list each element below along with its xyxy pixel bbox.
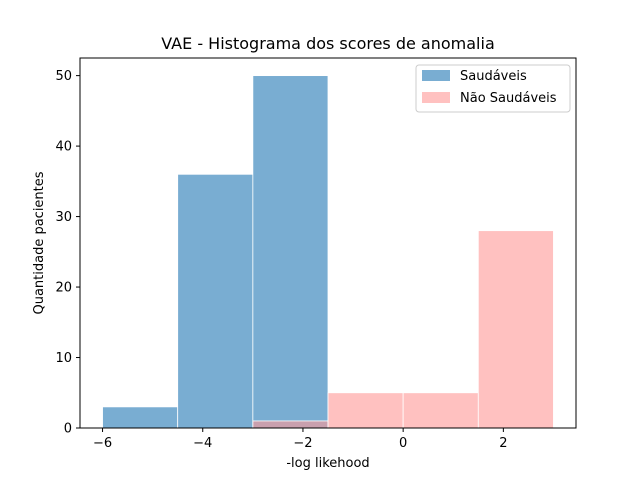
- x-tick-label: 0: [399, 436, 407, 451]
- x-tick-label: 2: [499, 436, 507, 451]
- legend-swatch-0: [422, 70, 450, 81]
- bar-series-0-bin-0: [102, 406, 179, 429]
- legend-label-0: Saudáveis: [460, 69, 527, 84]
- chart-title: VAE - Histograma dos scores de anomalia: [161, 34, 495, 53]
- legend-swatch-1: [422, 92, 450, 103]
- y-axis-label: Quantidade pacientes: [32, 171, 47, 314]
- bar-series-1-bin-2: [252, 420, 329, 429]
- plot-frame: [79, 57, 577, 429]
- y-tick-label: 0: [64, 422, 72, 437]
- x-axis-ticks: −6 −4 −2 0 2: [93, 428, 507, 451]
- bar-series-0-bin-2: [252, 75, 329, 429]
- y-tick-label: 20: [55, 281, 72, 296]
- y-tick-label: 50: [55, 69, 72, 84]
- bar-series-1-bin-4: [402, 392, 479, 429]
- y-tick-label: 10: [55, 351, 72, 366]
- legend-box: [415, 64, 571, 113]
- x-axis-label: -log likehood: [286, 456, 369, 471]
- bar-series-0-bin-1: [177, 173, 254, 429]
- legend-label-1: Não Saudáveis: [460, 91, 557, 106]
- legend: Saudáveis Não Saudáveis: [415, 64, 571, 113]
- x-tick-label: −4: [193, 436, 212, 451]
- y-tick-label: 40: [55, 140, 72, 155]
- bar-series-1-bin-5: [477, 230, 554, 429]
- x-tick-label: −6: [93, 436, 112, 451]
- y-axis-ticks: 0 10 20 30 40 50: [55, 69, 80, 437]
- bars-group: [102, 75, 554, 429]
- x-tick-label: −2: [293, 436, 312, 451]
- bar-series-1-bin-3: [327, 392, 404, 429]
- y-tick-label: 30: [55, 210, 72, 225]
